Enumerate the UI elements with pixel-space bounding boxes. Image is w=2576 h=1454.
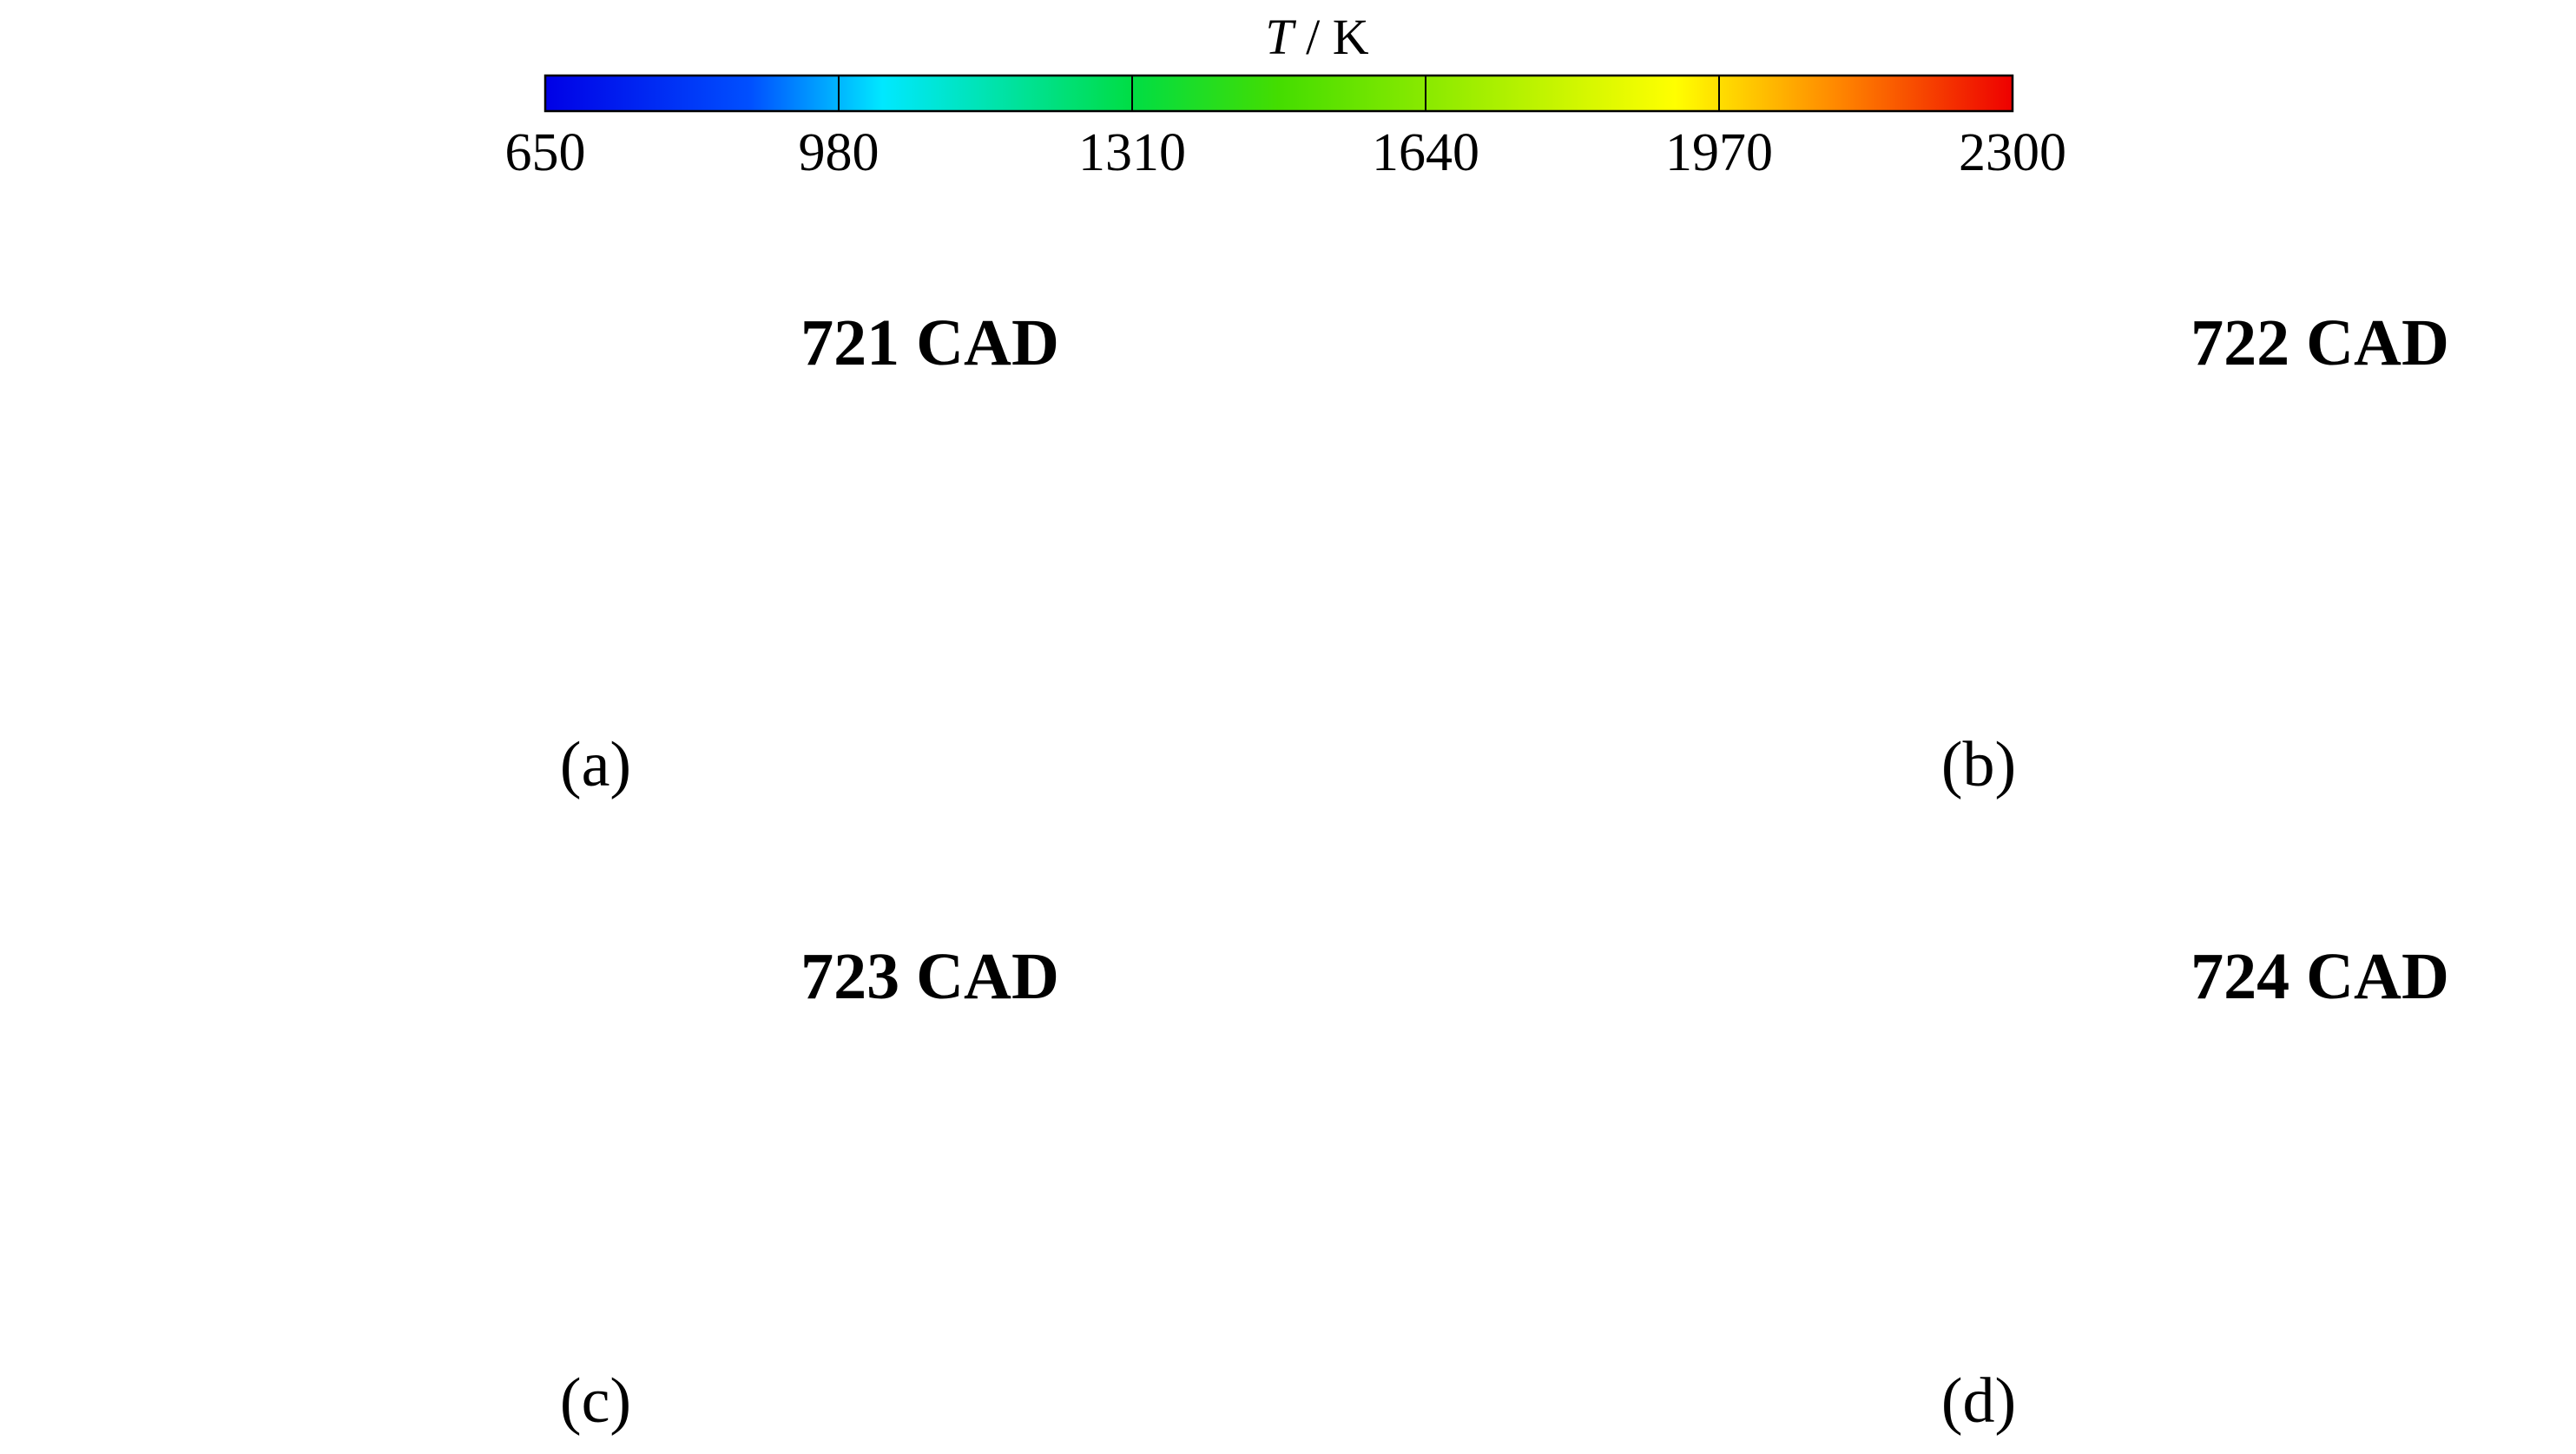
temperature-field xyxy=(1396,210,2576,666)
colorbar-ticks xyxy=(838,76,1720,111)
temperature-field xyxy=(16,210,1198,666)
panel-d: 724 CAD xyxy=(1396,844,2576,1299)
warm-spot xyxy=(1868,1087,2070,1226)
colorbar-tick-label: 2300 xyxy=(1959,123,2066,182)
temperature-field xyxy=(12,844,1195,1299)
panel-caption-d: (d) xyxy=(1941,1365,2016,1437)
panel-a: 721 CAD xyxy=(16,210,1198,666)
panel-caption-a: (a) xyxy=(560,729,631,800)
colorbar-title: T / K xyxy=(1265,9,1368,65)
panel-label: 723 CAD xyxy=(800,940,1059,1013)
temperature-field xyxy=(1396,844,2576,1299)
colorbar-tick-label: 1970 xyxy=(1665,123,1773,182)
colorbar-tick-label: 1310 xyxy=(1078,123,1186,182)
colorbar-tick-label: 1640 xyxy=(1372,123,1479,182)
cold-core xyxy=(590,970,746,1169)
panel-label: 724 CAD xyxy=(2191,940,2449,1013)
panel-b: 722 CAD xyxy=(1396,210,2576,666)
panel-caption-b: (b) xyxy=(1941,729,2016,800)
colorbar-tick-labels: 650 980 1310 1640 1970 2300 xyxy=(505,123,2067,182)
colorbar-bar xyxy=(544,74,2014,113)
cold-core xyxy=(1891,323,2099,497)
panel-label: 721 CAD xyxy=(800,306,1059,379)
colorbar-tick-label: 650 xyxy=(505,123,586,182)
panel-label: 722 CAD xyxy=(2191,306,2449,379)
colorbar-tick-label: 980 xyxy=(799,123,880,182)
panel-c: 723 CAD xyxy=(12,844,1195,1299)
panel-caption-c: (c) xyxy=(560,1365,631,1437)
colorbar: T / K 650 980 1310 1640 1970 2300 xyxy=(505,9,2067,182)
cold-core xyxy=(441,314,667,462)
